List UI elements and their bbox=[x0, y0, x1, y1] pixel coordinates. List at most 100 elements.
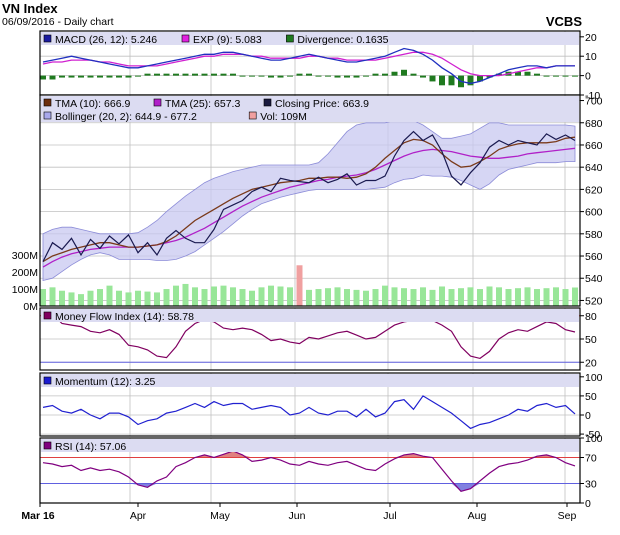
divergence-bar bbox=[287, 75, 293, 77]
rsi-ytick-label: 30 bbox=[585, 479, 597, 491]
divergence-bar bbox=[182, 73, 189, 76]
x-tick-label: Sep bbox=[558, 510, 577, 522]
volume-bar bbox=[486, 286, 493, 306]
momentum-line bbox=[42, 395, 576, 430]
x-tick-label: Aug bbox=[468, 510, 487, 522]
divergence-bar bbox=[344, 75, 350, 78]
price-ytick-label: 600 bbox=[585, 207, 603, 219]
divergence-bar bbox=[87, 75, 94, 78]
divergence-bar bbox=[97, 75, 103, 78]
macd-legend-label: MACD (26, 12): 5.246 bbox=[55, 34, 157, 46]
macd-legend-swatch bbox=[286, 34, 294, 43]
price-legend-label: TMA (10): 666.9 bbox=[55, 98, 130, 110]
divergence-bar bbox=[154, 73, 160, 76]
divergence-bar bbox=[306, 73, 312, 76]
volume-bar bbox=[515, 288, 521, 306]
divergence-bar bbox=[116, 75, 122, 78]
volume-bar bbox=[572, 287, 578, 306]
x-tick-label: Jul bbox=[383, 510, 396, 522]
momentum-panel-border bbox=[39, 372, 581, 437]
volume-bar bbox=[277, 286, 284, 306]
volume-bar bbox=[125, 292, 132, 306]
price-ytick-label: 640 bbox=[585, 162, 603, 174]
volume-bar bbox=[363, 290, 369, 306]
divergence-bar bbox=[553, 75, 559, 77]
price-ytick-label: 540 bbox=[585, 273, 603, 285]
momentum-ytick-label: 0 bbox=[585, 410, 591, 422]
volume-bar bbox=[230, 287, 236, 306]
divergence-bar bbox=[562, 75, 569, 77]
divergence-bar bbox=[268, 75, 274, 78]
divergence-bar bbox=[496, 73, 502, 76]
divergence-bar bbox=[59, 75, 65, 78]
price-legend-label: Vol: 109M bbox=[260, 111, 307, 123]
divergence-bar bbox=[572, 75, 578, 77]
volume-bar bbox=[458, 288, 464, 306]
volume-bar bbox=[106, 285, 113, 306]
mfi-panel-border bbox=[39, 307, 581, 371]
macd-line bbox=[42, 47, 575, 85]
divergence-bar bbox=[534, 73, 540, 76]
rsi-panel-border bbox=[39, 437, 581, 504]
divergence-bar bbox=[49, 75, 56, 80]
volume-bar bbox=[163, 289, 170, 306]
divergence-bar bbox=[543, 75, 550, 77]
divergence-bar bbox=[192, 73, 198, 76]
rsi-ytick-label: 70 bbox=[585, 453, 597, 465]
closing-price-line bbox=[42, 130, 576, 262]
divergence-bar bbox=[211, 73, 217, 76]
volume-bar bbox=[116, 290, 122, 306]
rsi-legend-label: RSI (14): 57.06 bbox=[55, 441, 126, 453]
volume-bar bbox=[562, 289, 569, 306]
divergence-bar bbox=[230, 73, 236, 76]
divergence-bar bbox=[40, 75, 46, 80]
volume-bar bbox=[334, 287, 341, 306]
volume-bar bbox=[534, 289, 540, 306]
price-legend-swatch bbox=[153, 98, 162, 107]
rsi-ytick-label: 0 bbox=[585, 498, 591, 510]
price-ytick-label: 560 bbox=[585, 251, 603, 263]
divergence-bar bbox=[515, 71, 521, 76]
volume-bar bbox=[306, 289, 312, 306]
volume-bar bbox=[496, 287, 502, 306]
mfi-legend-swatch bbox=[43, 311, 52, 320]
volume-bar bbox=[372, 289, 379, 306]
divergence-bar bbox=[439, 75, 445, 86]
volume-bar bbox=[249, 290, 255, 306]
volume-bar bbox=[524, 287, 531, 306]
volume-tick-label: 100M bbox=[12, 284, 38, 296]
divergence-bar bbox=[372, 73, 379, 76]
divergence-bar bbox=[78, 75, 84, 78]
mfi-legend-bg bbox=[41, 309, 579, 322]
macd-legend-swatch bbox=[43, 34, 52, 43]
chart-date-subtitle: 06/09/2016 - Daily chart bbox=[2, 16, 114, 28]
volume-tick-label: 0M bbox=[23, 301, 38, 313]
rsi-line bbox=[42, 450, 576, 492]
divergence-bar bbox=[363, 75, 369, 77]
volume-bar bbox=[287, 287, 293, 306]
price-ytick-label: 620 bbox=[585, 184, 603, 196]
volume-bar bbox=[553, 287, 559, 306]
divergence-bar bbox=[249, 75, 255, 77]
macd-legend-label: EXP (9): 5.083 bbox=[193, 34, 262, 46]
volume-bar bbox=[78, 294, 84, 306]
volume-bar bbox=[258, 287, 265, 306]
divergence-bar bbox=[477, 75, 483, 82]
divergence-bar bbox=[68, 75, 75, 78]
divergence-bar bbox=[173, 73, 179, 76]
mfi-ytick-label: 20 bbox=[585, 357, 597, 369]
divergence-bar bbox=[524, 71, 531, 76]
price-legend-swatch bbox=[43, 98, 52, 107]
price-panel-border bbox=[39, 94, 581, 307]
price-ytick-label: 660 bbox=[585, 140, 603, 152]
exp-line bbox=[42, 51, 575, 77]
divergence-bar bbox=[315, 75, 322, 77]
volume-bar bbox=[439, 286, 445, 306]
volume-bar bbox=[420, 287, 426, 306]
volume-bar bbox=[401, 288, 407, 306]
mfi-legend-label: Money Flow Index (14): 58.78 bbox=[55, 311, 194, 323]
x-tick-label: Apr bbox=[130, 510, 147, 522]
volume-bar bbox=[296, 265, 303, 306]
macd-legend-label: Divergence: 0.1635 bbox=[297, 34, 388, 46]
divergence-bar bbox=[144, 73, 151, 76]
